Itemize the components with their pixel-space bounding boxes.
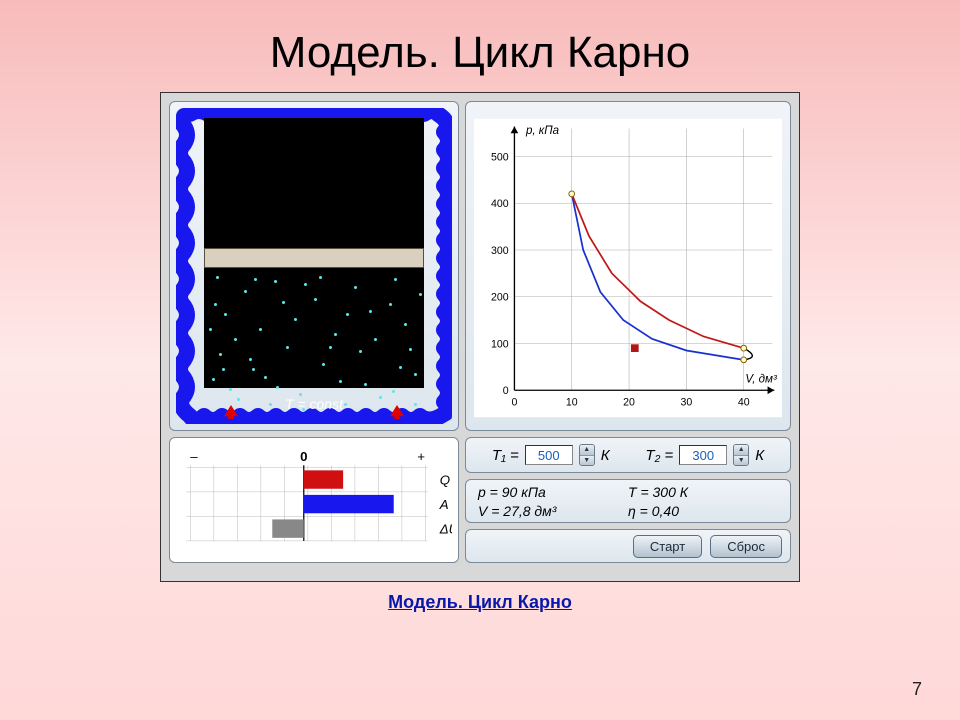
- svg-text:0: 0: [503, 385, 509, 397]
- svg-text:300: 300: [491, 245, 509, 257]
- reset-button[interactable]: Сброс: [710, 535, 782, 558]
- t2-up[interactable]: ▲: [734, 445, 748, 456]
- svg-text:p, кПа: p, кПа: [525, 125, 560, 137]
- heat-arrow-left: [224, 405, 238, 419]
- t1-unit: К: [601, 447, 610, 464]
- t1-label: T₁ =: [492, 447, 519, 464]
- t2-down[interactable]: ▼: [734, 456, 748, 466]
- svg-text:30: 30: [681, 397, 693, 409]
- svg-text:400: 400: [491, 198, 509, 210]
- svg-text:0: 0: [300, 449, 307, 464]
- status-p: p = 90 кПа: [478, 484, 628, 500]
- t2-label: T₂ =: [645, 447, 673, 464]
- energy-bars-panel: – 0 + QA ΔU: [169, 437, 459, 563]
- svg-text:20: 20: [623, 397, 635, 409]
- svg-text:40: 40: [738, 397, 750, 409]
- t1-spinner[interactable]: ▲▼: [579, 444, 595, 466]
- svg-text:200: 200: [491, 292, 509, 304]
- status-panel: p = 90 кПа T = 300 К V = 27,8 дм³ η = 0,…: [465, 479, 791, 523]
- svg-text:0: 0: [511, 397, 517, 409]
- piston[interactable]: [204, 248, 424, 268]
- pv-chart-svg: 0102030400100200300400500p, кПаV, дм³: [474, 110, 782, 426]
- t1-value[interactable]: 500: [525, 445, 573, 465]
- status-eta: η = 0,40: [628, 503, 778, 519]
- svg-text:–: –: [190, 449, 198, 464]
- svg-text:V, дм³: V, дм³: [745, 374, 778, 386]
- t1-up[interactable]: ▲: [580, 445, 594, 456]
- svg-text:ΔU: ΔU: [439, 522, 452, 537]
- energy-bars-svg: – 0 + QA ΔU: [176, 442, 452, 558]
- status-T: T = 300 К: [628, 484, 778, 500]
- page-number: 7: [912, 679, 922, 700]
- pv-chart: 0102030400100200300400500p, кПаV, дм³: [465, 101, 791, 431]
- temperature-inputs: T₁ = 500 ▲▼ К T₂ = 300 ▲▼ К: [465, 437, 791, 473]
- svg-text:Q: Q: [440, 473, 450, 488]
- start-button[interactable]: Старт: [633, 535, 702, 558]
- piston-top-space: [204, 118, 424, 248]
- slide-title: Модель. Цикл Карно: [0, 0, 960, 78]
- model-link[interactable]: Модель. Цикл Карно: [388, 592, 572, 612]
- isothermal-label: T = const: [176, 396, 452, 412]
- svg-text:500: 500: [491, 151, 509, 163]
- t2-unit: К: [755, 447, 764, 464]
- t2-value[interactable]: 300: [679, 445, 727, 465]
- status-V: V = 27,8 дм³: [478, 503, 628, 519]
- svg-text:100: 100: [491, 338, 509, 350]
- button-row: Старт Сброс: [465, 529, 791, 563]
- gas-chamber: [204, 268, 424, 388]
- svg-text:10: 10: [566, 397, 578, 409]
- svg-text:+: +: [417, 449, 425, 464]
- simulation-app: T = const 0102030400100200300400500p, кП…: [160, 92, 800, 582]
- model-link-row: Модель. Цикл Карно: [0, 592, 960, 613]
- heat-arrow-right: [390, 405, 404, 419]
- t1-down[interactable]: ▼: [580, 456, 594, 466]
- t2-spinner[interactable]: ▲▼: [733, 444, 749, 466]
- svg-text:A: A: [439, 497, 449, 512]
- simulation-panel: T = const: [169, 101, 459, 431]
